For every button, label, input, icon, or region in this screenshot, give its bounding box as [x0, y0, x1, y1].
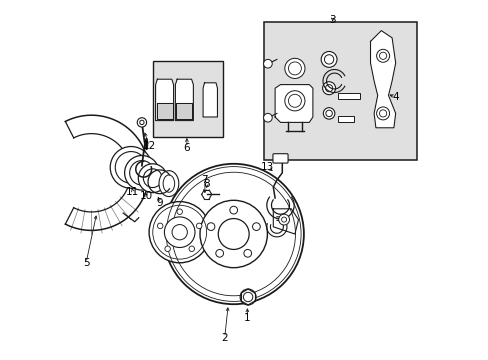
- Circle shape: [138, 164, 167, 193]
- Circle shape: [124, 156, 159, 190]
- Polygon shape: [155, 79, 173, 121]
- Text: 1: 1: [244, 312, 250, 323]
- Circle shape: [188, 246, 194, 252]
- Text: 10: 10: [140, 191, 153, 201]
- Circle shape: [172, 225, 187, 240]
- Circle shape: [218, 219, 248, 249]
- Bar: [337, 93, 359, 99]
- Circle shape: [321, 51, 336, 67]
- Bar: [152, 61, 223, 137]
- Polygon shape: [273, 209, 298, 234]
- Circle shape: [200, 200, 267, 268]
- Circle shape: [129, 161, 154, 185]
- Circle shape: [322, 82, 335, 95]
- Polygon shape: [203, 83, 217, 117]
- Circle shape: [240, 289, 256, 305]
- Text: 6: 6: [183, 143, 190, 153]
- Circle shape: [163, 164, 303, 304]
- Circle shape: [244, 249, 251, 257]
- Circle shape: [115, 152, 146, 183]
- Text: 11: 11: [126, 186, 139, 197]
- Circle shape: [110, 147, 152, 188]
- Circle shape: [376, 49, 389, 62]
- Circle shape: [137, 118, 146, 127]
- Bar: [337, 116, 354, 122]
- Circle shape: [278, 214, 289, 225]
- Circle shape: [140, 120, 144, 125]
- Circle shape: [252, 223, 260, 230]
- Circle shape: [177, 209, 182, 215]
- Polygon shape: [175, 79, 193, 121]
- Circle shape: [207, 223, 214, 230]
- Polygon shape: [156, 103, 172, 119]
- Text: 5: 5: [82, 258, 89, 268]
- Text: 9: 9: [156, 198, 163, 208]
- Circle shape: [164, 217, 195, 248]
- Circle shape: [281, 217, 286, 222]
- Circle shape: [288, 94, 301, 107]
- Circle shape: [376, 107, 389, 120]
- Circle shape: [263, 59, 272, 68]
- Circle shape: [164, 246, 170, 252]
- Bar: [264, 22, 416, 160]
- Text: 7: 7: [201, 175, 208, 185]
- Circle shape: [149, 202, 210, 263]
- Circle shape: [324, 55, 333, 64]
- Polygon shape: [65, 115, 149, 230]
- Polygon shape: [275, 85, 312, 122]
- Text: 4: 4: [391, 92, 398, 102]
- Circle shape: [157, 223, 163, 229]
- Circle shape: [323, 108, 334, 119]
- Circle shape: [196, 223, 202, 229]
- Circle shape: [215, 249, 223, 257]
- Circle shape: [284, 91, 305, 111]
- Circle shape: [284, 58, 305, 78]
- Text: 8: 8: [203, 179, 209, 189]
- Circle shape: [325, 85, 332, 92]
- Circle shape: [243, 292, 252, 302]
- Polygon shape: [176, 103, 192, 119]
- Circle shape: [325, 110, 332, 117]
- Ellipse shape: [163, 175, 174, 192]
- Text: 3: 3: [329, 15, 335, 25]
- Circle shape: [263, 113, 272, 122]
- Text: 2: 2: [221, 333, 227, 343]
- Text: 12: 12: [142, 141, 155, 151]
- Circle shape: [143, 169, 162, 188]
- Polygon shape: [370, 31, 395, 128]
- Ellipse shape: [159, 171, 179, 197]
- Text: 13: 13: [261, 162, 274, 172]
- FancyBboxPatch shape: [272, 154, 287, 163]
- Circle shape: [229, 206, 237, 214]
- Circle shape: [288, 62, 301, 75]
- Circle shape: [379, 52, 386, 59]
- Circle shape: [379, 110, 386, 117]
